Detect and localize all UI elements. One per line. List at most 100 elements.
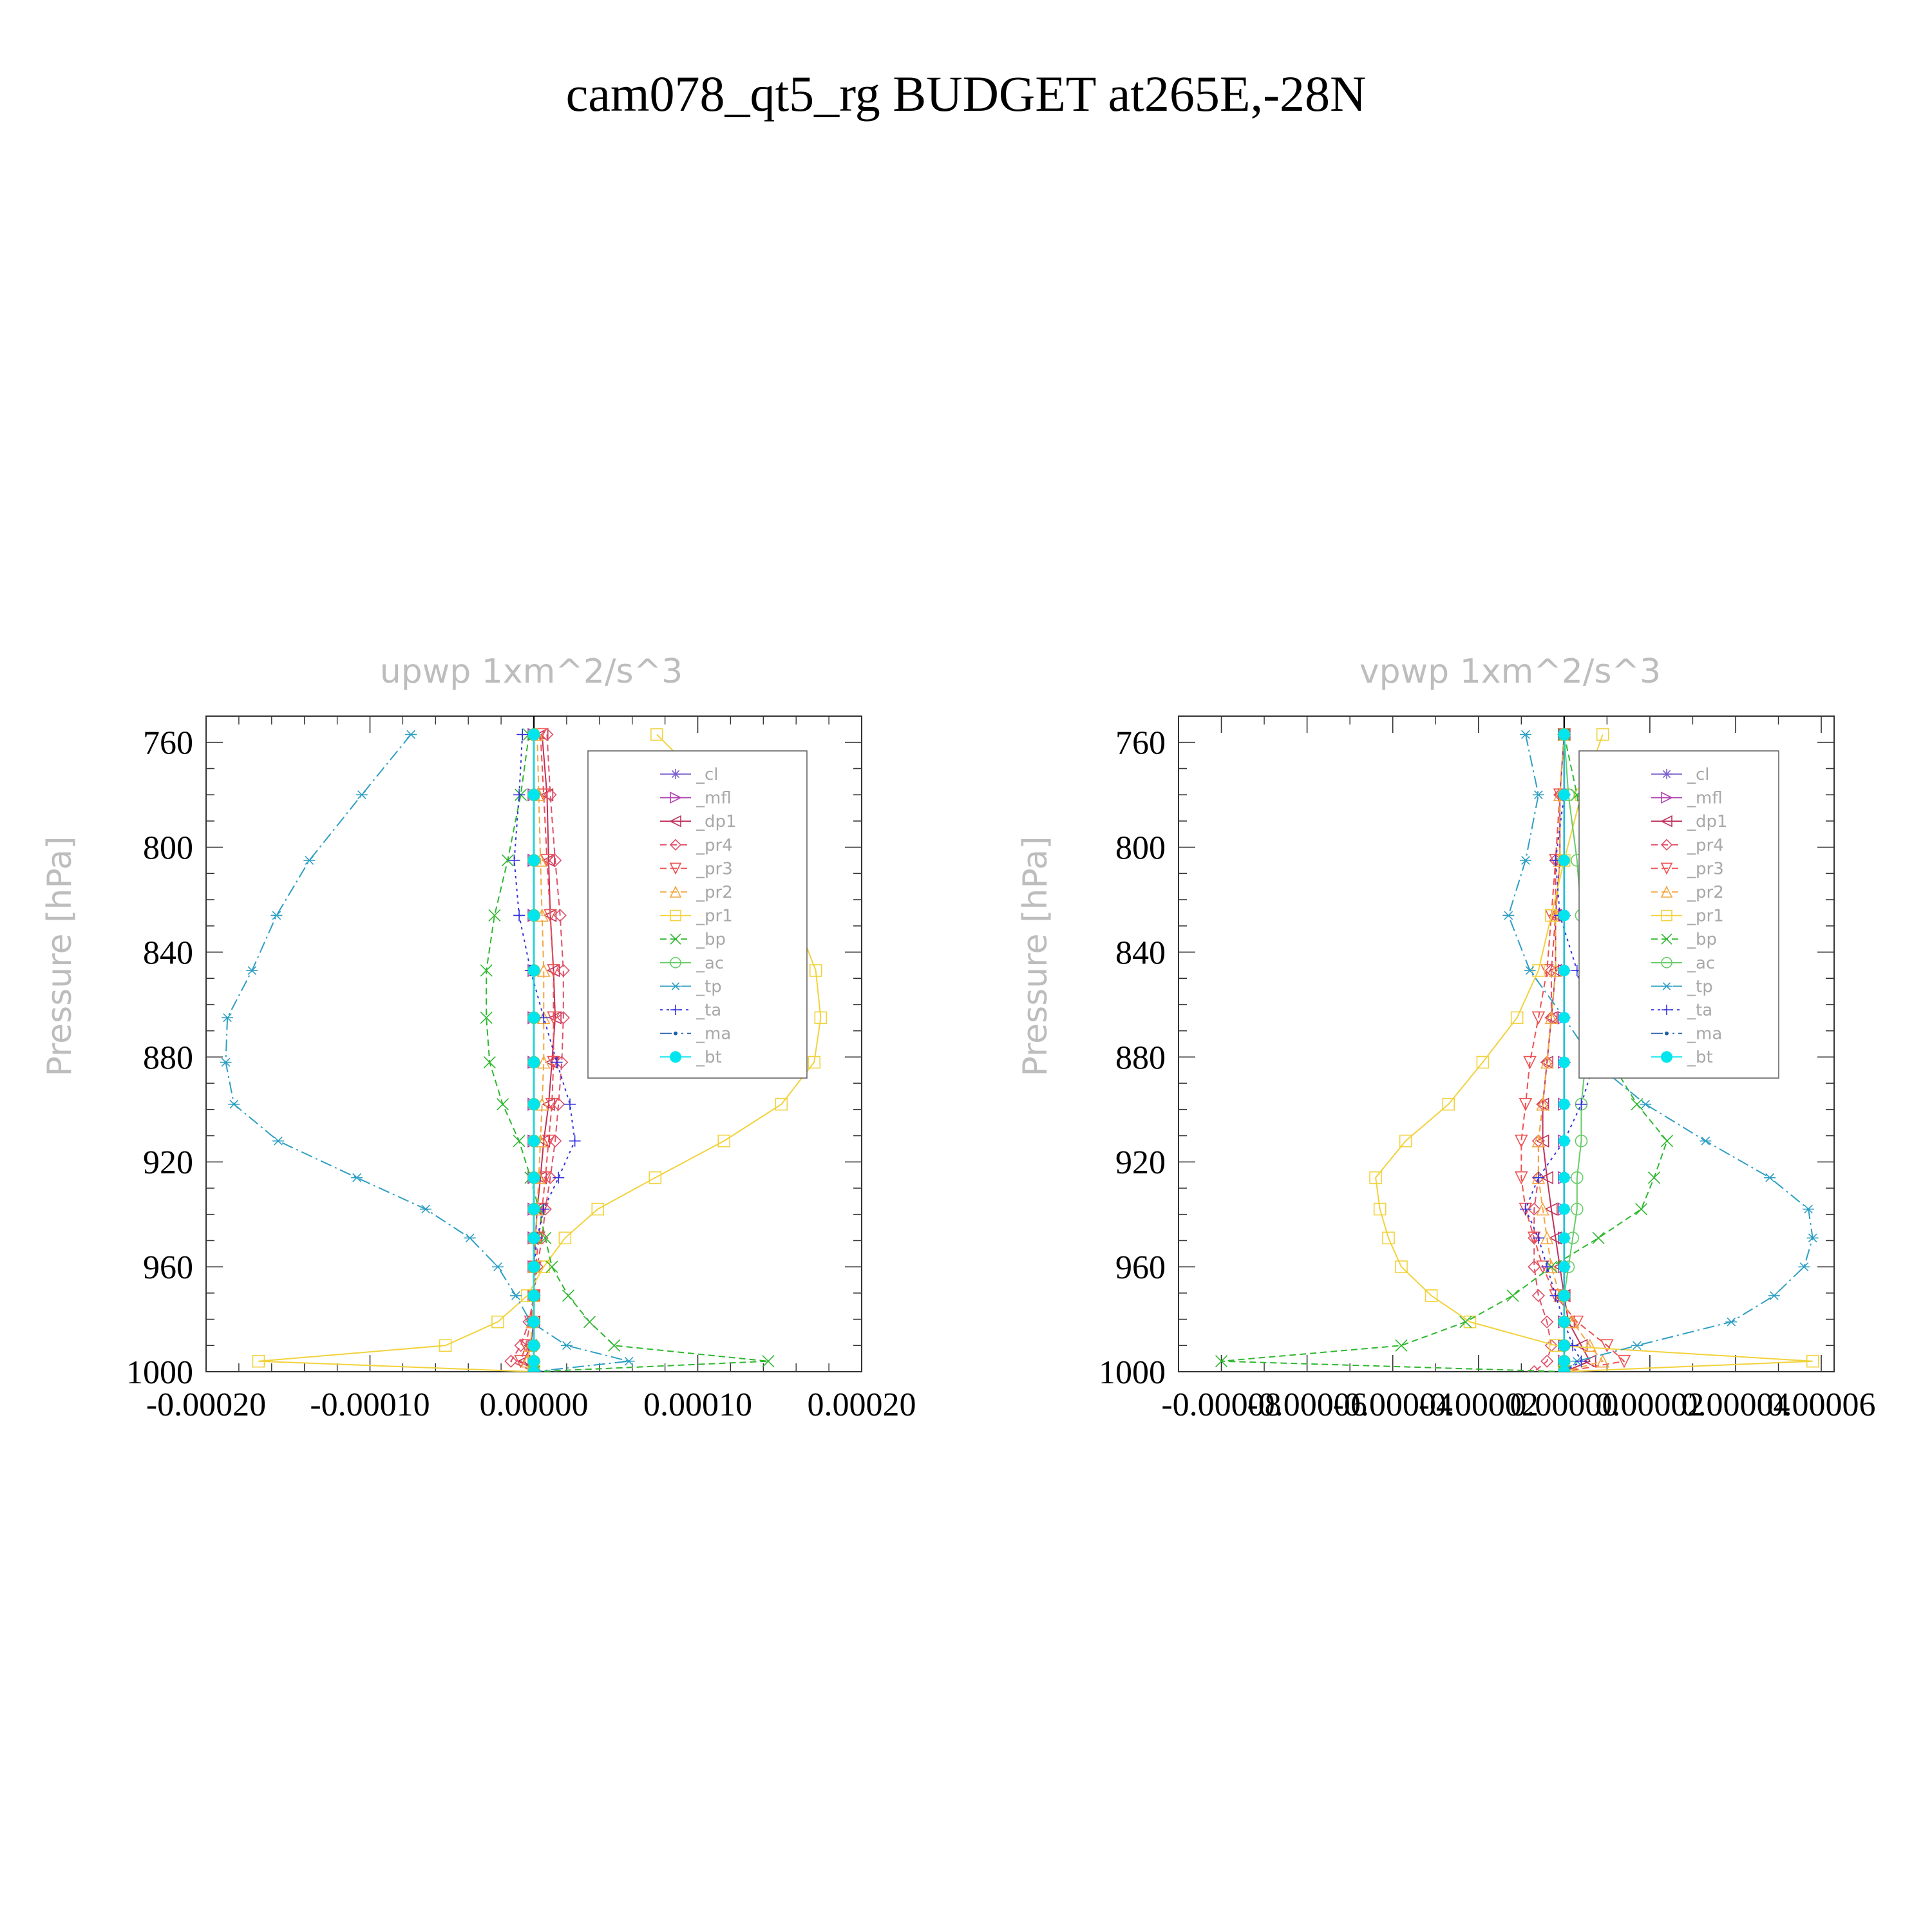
data-point-ac bbox=[1575, 1134, 1588, 1148]
data-point-pr4 bbox=[1540, 1315, 1554, 1329]
series-line-tp bbox=[225, 734, 629, 1372]
legend-label-cl: _cl bbox=[696, 765, 719, 784]
data-point-pr3 bbox=[1523, 1056, 1537, 1070]
legend-marker-pr3 bbox=[669, 862, 682, 875]
data-point-pr3 bbox=[542, 1134, 556, 1148]
data-point-pr2 bbox=[1540, 1055, 1554, 1069]
legend: _cl _mfl _dp1 _pr4 _pr3 _pr2 _pr1 _bp _ac _tp _ta _… bbox=[587, 750, 808, 1079]
data-point-bp bbox=[497, 1098, 509, 1111]
data-point-bt bbox=[528, 1232, 540, 1244]
series-bt bbox=[1558, 728, 1570, 1372]
data-point-bp bbox=[1660, 1135, 1674, 1148]
data-point-tp bbox=[1768, 1291, 1780, 1300]
data-point-dp1 bbox=[1540, 1171, 1554, 1184]
data-point-bp bbox=[1506, 1289, 1519, 1302]
data-point-dp1 bbox=[1544, 1202, 1558, 1216]
data-point-pr1 bbox=[1442, 1097, 1455, 1111]
data-point-bt bbox=[528, 1135, 540, 1147]
legend-label-bt: _bt bbox=[1687, 1048, 1713, 1067]
data-point-pr3 bbox=[538, 1171, 553, 1185]
data-point-tp bbox=[1806, 1233, 1819, 1243]
legend-marker-pr4 bbox=[669, 838, 682, 851]
legend-marker-mfl bbox=[670, 791, 682, 804]
data-point-bp bbox=[545, 1260, 558, 1273]
data-point-bp bbox=[762, 1355, 775, 1368]
data-point-pr1 bbox=[252, 1354, 265, 1368]
data-point-tp bbox=[1532, 790, 1544, 800]
series-line-pr3 bbox=[520, 734, 554, 1372]
data-point-bp bbox=[513, 1135, 526, 1148]
data-point-bt bbox=[1558, 1171, 1570, 1184]
data-point-pr1 bbox=[814, 1011, 828, 1025]
data-point-bt bbox=[528, 728, 540, 741]
data-point-bp bbox=[1215, 1355, 1228, 1368]
legend-marker-tp bbox=[670, 982, 681, 990]
chart-panel-vpwp: vpwp 1xm^2/s^3 Pressure [hPa] 760 800 840 8… bbox=[1016, 652, 1876, 1423]
data-point-bp bbox=[480, 964, 493, 977]
data-point-tp bbox=[1725, 1317, 1738, 1327]
legend-label-ta: _ta bbox=[1687, 1001, 1712, 1020]
data-point-bp bbox=[483, 1056, 496, 1069]
data-point-bt bbox=[528, 1355, 540, 1367]
data-point-pr4 bbox=[1528, 1202, 1541, 1216]
legend-marker-pr4 bbox=[1660, 838, 1673, 851]
data-point-pr1 bbox=[491, 1315, 504, 1329]
data-point-pr1 bbox=[717, 1134, 731, 1148]
data-point-pr3 bbox=[1519, 1097, 1533, 1112]
data-point-bt bbox=[528, 1340, 540, 1352]
y-tick-label: 920 bbox=[143, 1144, 193, 1181]
data-point-ta bbox=[538, 1203, 550, 1215]
data-point-bt bbox=[1558, 1203, 1570, 1215]
data-point-pr1 bbox=[1425, 1289, 1438, 1302]
legend-marker-mfl bbox=[1661, 791, 1673, 804]
data-point-tp bbox=[492, 1262, 504, 1271]
data-point-ta bbox=[1532, 1171, 1544, 1184]
data-point-pr1 bbox=[439, 1339, 452, 1352]
legend-label-ma: _ma bbox=[1687, 1025, 1722, 1044]
data-point-bt bbox=[1558, 789, 1570, 801]
data-point-bt bbox=[1558, 1098, 1570, 1110]
data-point-pr2 bbox=[536, 963, 551, 977]
legend-label-pr2: _pr2 bbox=[1687, 883, 1724, 902]
data-point-tp bbox=[1519, 856, 1531, 865]
data-point-ac bbox=[1570, 1171, 1584, 1184]
data-point-pr1 bbox=[775, 1097, 788, 1111]
series-line-pr1 bbox=[1375, 734, 1813, 1372]
legend-label-mfl: _mfl bbox=[696, 789, 732, 808]
legend-marker-ta bbox=[1662, 1005, 1672, 1015]
data-point-tp bbox=[1700, 1136, 1712, 1146]
series-tp bbox=[1502, 730, 1819, 1372]
legend-marker-pr1 bbox=[670, 909, 681, 922]
data-point-pr1 bbox=[649, 1171, 662, 1184]
figure-title: cam078_qt5_rg BUDGET at265E,-28N bbox=[566, 66, 1367, 122]
data-point-bp bbox=[1631, 1098, 1643, 1111]
y-axis-label-vpwp: Pressure [hPa] bbox=[1016, 837, 1055, 1077]
data-point-bt bbox=[528, 1203, 540, 1215]
data-point-tp bbox=[510, 1291, 522, 1300]
series-line-pr2 bbox=[1537, 734, 1604, 1372]
legend-label-tp: _tp bbox=[696, 977, 722, 996]
data-point-bp bbox=[1592, 1231, 1605, 1244]
x-tick-label: -0.00010 bbox=[310, 1387, 430, 1423]
data-point-tp bbox=[1764, 1173, 1776, 1182]
legend-marker-pr1 bbox=[1661, 909, 1672, 922]
x-tick-label: -0.00008 bbox=[1161, 1387, 1281, 1423]
data-point-pr3 bbox=[1514, 1171, 1528, 1185]
legend-marker-dp1 bbox=[669, 815, 681, 828]
data-point-pr2 bbox=[1536, 1202, 1549, 1216]
data-point-bp bbox=[480, 1011, 493, 1024]
data-point-pr3 bbox=[545, 1097, 559, 1112]
legend-label-bt: _bt bbox=[696, 1048, 722, 1067]
data-point-tp bbox=[303, 856, 316, 865]
legend-marker-ac bbox=[1661, 957, 1672, 969]
x-tick-label: 0.00006 bbox=[1767, 1387, 1876, 1423]
legend-label-ma: _ma bbox=[696, 1025, 731, 1044]
legend-label-cl: _cl bbox=[1687, 765, 1710, 784]
legend-marker-ma bbox=[674, 1031, 677, 1036]
legend-label-pr4: _pr4 bbox=[1687, 836, 1724, 855]
data-point-bt bbox=[528, 1056, 540, 1068]
plot-frame bbox=[1178, 715, 1835, 1372]
data-point-bt bbox=[1558, 1135, 1570, 1147]
data-point-pr4 bbox=[1540, 1354, 1554, 1368]
series-group bbox=[1215, 727, 1819, 1372]
